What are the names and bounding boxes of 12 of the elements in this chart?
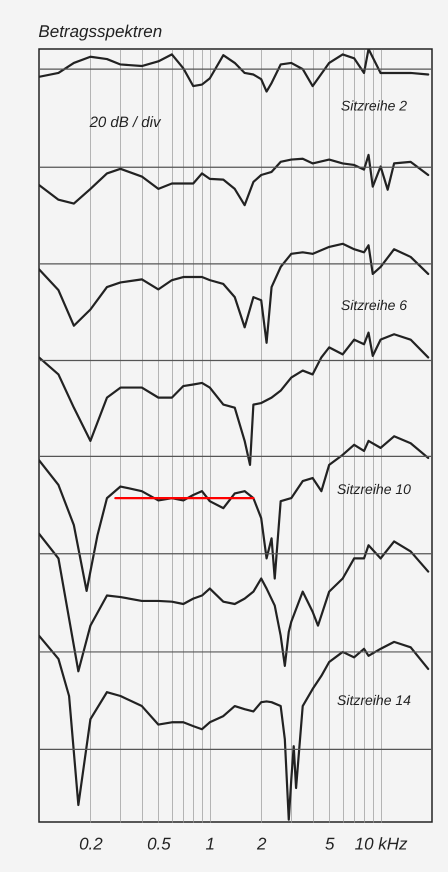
x-tick-label: 0.5: [147, 834, 172, 854]
x-tick-label: 10 kHz: [354, 834, 408, 854]
x-tick-label: 2: [256, 834, 267, 854]
series-label: Sitzreihe 14: [337, 692, 412, 708]
series-label: Sitzreihe 2: [340, 98, 408, 114]
annotation: 20 dB / div: [88, 114, 162, 131]
x-tick-label: 5: [324, 834, 335, 854]
x-tick-label: 1: [206, 834, 216, 854]
text: Sitzreihe 6: [340, 296, 408, 313]
chart-title: Betragsspektren: [38, 22, 162, 41]
series-label: Sitzreihe 10: [337, 480, 412, 497]
x-tick-label: 0.2: [79, 834, 104, 854]
